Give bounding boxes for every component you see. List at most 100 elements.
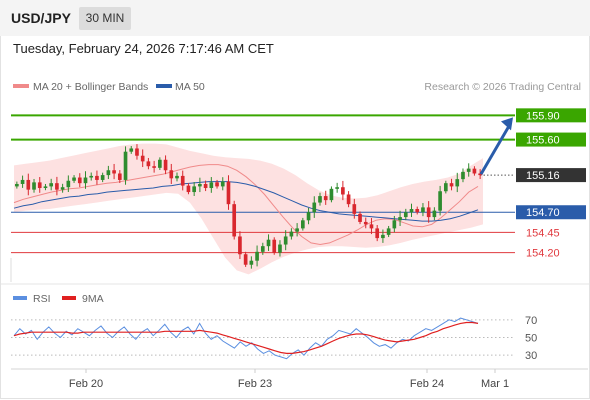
- rsi-legend: RSI 9MA: [13, 293, 104, 305]
- candle-body: [449, 183, 454, 187]
- x-tick-label-feb-24: Feb 24: [410, 378, 444, 390]
- candle-body: [117, 173, 122, 180]
- candle-body: [198, 183, 202, 187]
- candle-body: [83, 177, 88, 184]
- rsi-pane: 70 50 30: [11, 315, 537, 362]
- ma9-legend-label: 9MA: [82, 293, 104, 305]
- rsi-tick-70: 70: [525, 315, 537, 327]
- level-lines: [11, 114, 515, 254]
- candle-body: [392, 220, 397, 229]
- candle-body: [169, 170, 174, 179]
- candle-body: [398, 217, 402, 221]
- candle-body: [438, 191, 442, 211]
- candle-body: [192, 186, 196, 193]
- candle-body: [26, 179, 31, 190]
- currency-pair-title: USD/JPY: [11, 10, 71, 26]
- candle-body: [295, 228, 299, 232]
- level-label-155-60: 155.60: [526, 135, 560, 147]
- x-tick-label-mar-1: Mar 1: [481, 378, 509, 390]
- candle-body: [220, 181, 225, 187]
- candle-body: [301, 220, 305, 229]
- ma20-legend-label: MA 20 + Bollinger Bands: [33, 81, 148, 93]
- candle-body: [55, 183, 59, 190]
- x-tick-label-feb-23: Feb 23: [238, 378, 272, 390]
- chart-legend: MA 20 + Bollinger Bands MA 50 Research ©…: [13, 81, 581, 93]
- x-axis: Feb 20 Feb 23 Feb 24 Mar 1: [69, 369, 509, 390]
- candle-body: [266, 239, 271, 247]
- candle-body: [129, 148, 134, 152]
- rsi-line: [13, 317, 479, 360]
- bollinger-band-fill: [14, 143, 483, 275]
- candle-body: [323, 196, 328, 201]
- candle-body: [135, 148, 139, 156]
- candle-body: [283, 236, 288, 245]
- candle-body: [100, 175, 105, 180]
- candle-body: [260, 246, 265, 252]
- candle-body: [289, 231, 294, 237]
- candle-body: [386, 228, 391, 235]
- candle-body: [466, 168, 471, 172]
- candle-body: [249, 260, 254, 265]
- candle-body: [421, 207, 425, 213]
- level-label-155-90: 155.90: [526, 110, 560, 122]
- ma50-legend-swatch: [156, 84, 172, 88]
- candle-body: [346, 194, 351, 205]
- candle-body: [66, 180, 71, 188]
- candle-body: [95, 175, 99, 180]
- candlesticks: [15, 117, 513, 269]
- candle-body: [478, 173, 482, 176]
- level-labels: 155.90 155.60 155.16 154.70 154.45 154.20: [516, 108, 586, 260]
- timeframe-button[interactable]: 30 MIN: [79, 7, 131, 30]
- candle-body: [209, 182, 214, 189]
- candle-body: [32, 182, 36, 190]
- level-badge-154-70: [516, 205, 586, 220]
- candle-body: [60, 187, 65, 190]
- candle-body: [146, 161, 151, 167]
- candle-body: [112, 170, 116, 174]
- candle-body: [226, 181, 231, 205]
- x-tick-label-feb-20: Feb 20: [69, 378, 103, 390]
- candle-body: [163, 159, 168, 171]
- candle-body: [341, 187, 345, 195]
- candle-body: [426, 207, 431, 218]
- projection-arrow-head: [501, 117, 513, 131]
- candle-body: [72, 177, 76, 181]
- level-label-154-70: 154.70: [526, 207, 560, 219]
- candle-body: [203, 183, 208, 189]
- candle-body: [306, 212, 311, 221]
- candle-body: [381, 234, 385, 239]
- level-label-155-16: 155.16: [526, 170, 560, 182]
- candle-body: [175, 175, 179, 179]
- candle-body: [20, 179, 25, 184]
- research-credit: Research © 2026 Trading Central: [424, 81, 581, 93]
- candle-body: [415, 209, 420, 213]
- ma9-legend-swatch: [62, 296, 76, 300]
- candle-body: [278, 244, 282, 253]
- rsi-ma-line: [13, 321, 479, 354]
- candle-body: [152, 166, 156, 168]
- level-badge-155-60: [516, 132, 586, 147]
- candle-body: [369, 224, 374, 229]
- candle-body: [77, 177, 82, 184]
- candle-body: [106, 170, 111, 176]
- candle-body: [15, 183, 19, 187]
- rsi-tick-30: 30: [525, 350, 537, 362]
- bollinger-band: [14, 143, 483, 275]
- ma20-legend-swatch: [13, 84, 29, 88]
- rsi-legend-label: RSI: [33, 293, 51, 305]
- candle-body: [443, 183, 448, 192]
- candle-body: [461, 171, 465, 180]
- ma20-line: [13, 164, 479, 246]
- candle-body: [186, 185, 191, 193]
- level-badge-155-16: [516, 168, 586, 183]
- candle-body: [375, 228, 380, 239]
- candle-body: [318, 196, 322, 203]
- rsi-legend-swatch: [13, 296, 27, 300]
- candle-body: [43, 186, 48, 189]
- candle-body: [49, 183, 54, 187]
- candle-body: [335, 187, 339, 189]
- candle-body: [180, 175, 185, 186]
- candle-body: [432, 210, 437, 218]
- candle-body: [255, 251, 259, 261]
